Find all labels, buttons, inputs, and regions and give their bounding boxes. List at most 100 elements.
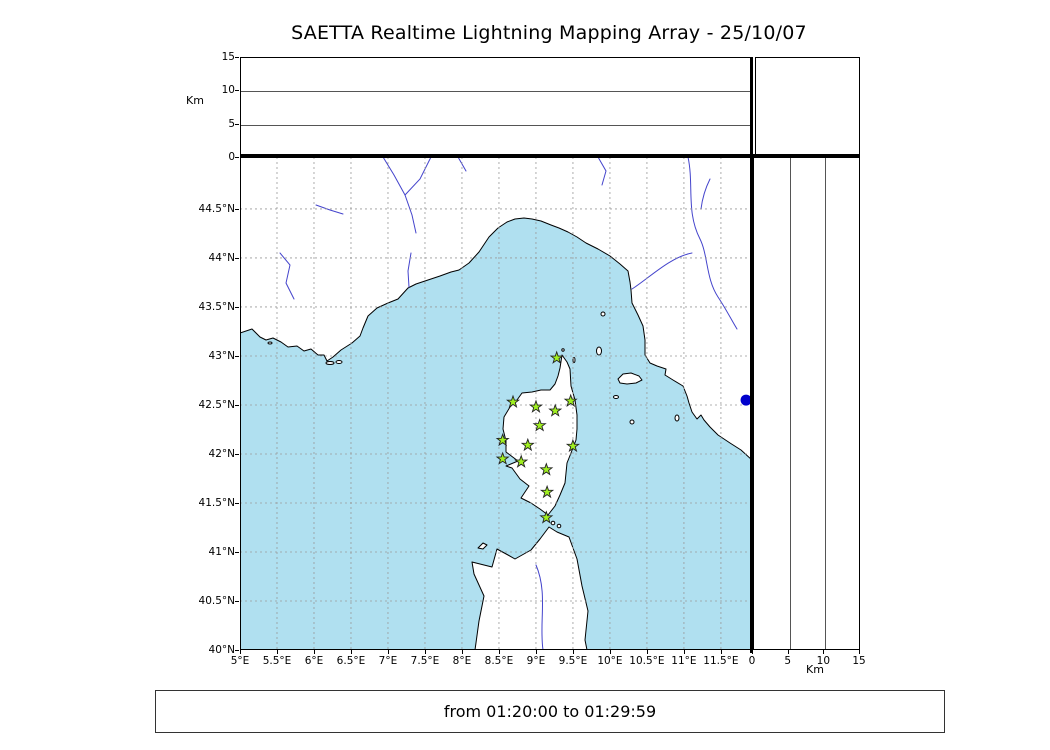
- station-star-marker: [539, 462, 554, 476]
- page-title: SAETTA Realtime Lightning Mapping Array …: [291, 22, 807, 44]
- lon-tick: [461, 650, 463, 654]
- lon-tick-label: 6.5°E: [336, 655, 366, 667]
- island-gorgona: [600, 311, 606, 317]
- lat-tick-label: 40.5°N: [198, 594, 235, 607]
- islet-cap-corse-east: [572, 357, 576, 363]
- lon-tick-label: 10.5°E: [629, 655, 665, 667]
- lat-tick: [235, 502, 239, 504]
- time-range-text: from 01:20:00 to 01:29:59: [443, 702, 657, 721]
- island-pianosa: [613, 395, 619, 399]
- lat-tick: [235, 650, 239, 651]
- alt-tick-label-bottom: 5: [784, 655, 791, 667]
- altitude-latitude-panel: [753, 157, 860, 650]
- station-star-marker: [563, 393, 578, 408]
- lat-tick: [235, 551, 239, 553]
- landmass-corsica: [502, 354, 578, 516]
- lat-tick: [235, 453, 239, 455]
- alt-tick-label-bottom: 0: [748, 655, 756, 667]
- lat-tick-label: 43.5°N: [198, 300, 235, 313]
- river-tevere-branch: [700, 178, 711, 210]
- lon-tick: [683, 650, 685, 654]
- lon-tick-label: 11°E: [671, 655, 697, 667]
- alt-tick-left: [235, 157, 239, 158]
- panel-divider-vertical: [750, 57, 753, 653]
- altitude-axis-label-top: Km: [186, 94, 204, 107]
- lon-tick-label: 7°E: [378, 655, 398, 667]
- islet-marseille: [267, 341, 273, 345]
- lat-tick-label: 41°N: [208, 545, 235, 558]
- station-star-marker: [548, 403, 563, 417]
- river-var: [407, 252, 412, 288]
- lon-tick: [276, 650, 278, 654]
- landmass-sardinia: [471, 526, 589, 651]
- station-star-marker: [539, 484, 555, 499]
- station-markers: [495, 350, 581, 524]
- island-elba: [617, 372, 643, 385]
- lightning-source-dot: [740, 394, 752, 406]
- alt-tick-left: [235, 90, 239, 92]
- alt-tick-left: [235, 57, 239, 58]
- alt-tick-bottom: [859, 650, 860, 654]
- lon-tick-label: 5°E: [230, 655, 250, 667]
- lon-tick-label: 9.5°E: [558, 655, 588, 667]
- landmasses: [239, 156, 753, 651]
- island-capraia: [596, 346, 602, 356]
- lat-tick-label: 40°N: [208, 644, 235, 656]
- islet-maddalena-1: [550, 520, 556, 526]
- alt-tick-label-left: 15: [221, 51, 235, 63]
- lat-tick-label: 41.5°N: [198, 496, 235, 509]
- lon-tick-label: 6°E: [304, 655, 324, 667]
- map-panel: [239, 156, 753, 651]
- lon-tick-label: 8°E: [452, 655, 472, 667]
- alt-tick-label-left: 0: [228, 151, 235, 163]
- alt-tick-label-bottom: 15: [852, 655, 866, 667]
- altitude-axis-label-right: Km: [806, 663, 824, 676]
- river-tevere: [687, 156, 738, 330]
- altitude-gridline: [789, 158, 791, 649]
- station-star-marker: [514, 454, 529, 468]
- islet-giraglia: [561, 348, 565, 352]
- alt-tick-label-bottom: 10: [816, 655, 831, 667]
- alt-tick-label-left: 10: [221, 84, 235, 97]
- lon-tick: [350, 650, 352, 654]
- lat-tick: [235, 600, 239, 602]
- lon-tick-label: 10°E: [597, 655, 623, 667]
- lat-tick: [235, 355, 239, 357]
- alt-tick-bottom: [823, 650, 825, 654]
- station-star-marker: [549, 350, 564, 364]
- lon-tick: [720, 650, 722, 654]
- lon-tick: [424, 650, 426, 654]
- lon-tick-label: 9°E: [526, 655, 546, 667]
- altitude-histogram-panel: [755, 57, 860, 157]
- panel-divider-horizontal: [240, 154, 860, 157]
- alt-tick-left: [235, 123, 239, 125]
- station-star-marker: [565, 438, 581, 453]
- lon-tick: [535, 650, 537, 654]
- station-star-marker: [528, 399, 544, 413]
- river-verdon: [315, 204, 344, 215]
- lon-tick: [240, 650, 241, 654]
- time-range-box: from 01:20:00 to 01:29:59: [155, 690, 945, 733]
- lat-tick-label: 43°N: [208, 349, 235, 362]
- map-svg: [239, 156, 753, 651]
- lat-tick-label: 44.5°N: [198, 202, 235, 215]
- altitude-longitude-panel: [240, 57, 752, 157]
- station-star-marker: [539, 510, 554, 524]
- alt-tick-bottom: [787, 650, 789, 654]
- islet-maddalena-2: [556, 523, 562, 529]
- station-star-marker: [520, 437, 535, 452]
- altitude-gridline: [241, 124, 751, 126]
- island-hyeres-2: [335, 360, 343, 364]
- river-piedmont-2: [404, 156, 432, 196]
- rivers: [279, 156, 738, 651]
- lon-tick: [609, 650, 611, 654]
- lat-tick-label: 44°N: [208, 251, 235, 264]
- island-giglio: [674, 414, 680, 422]
- station-star-marker: [532, 418, 547, 432]
- river-durance: [279, 252, 295, 300]
- lon-tick: [572, 650, 574, 654]
- lightning-source-markers: [740, 394, 752, 406]
- river-trebbia: [597, 156, 607, 186]
- river-sardinia: [535, 564, 544, 651]
